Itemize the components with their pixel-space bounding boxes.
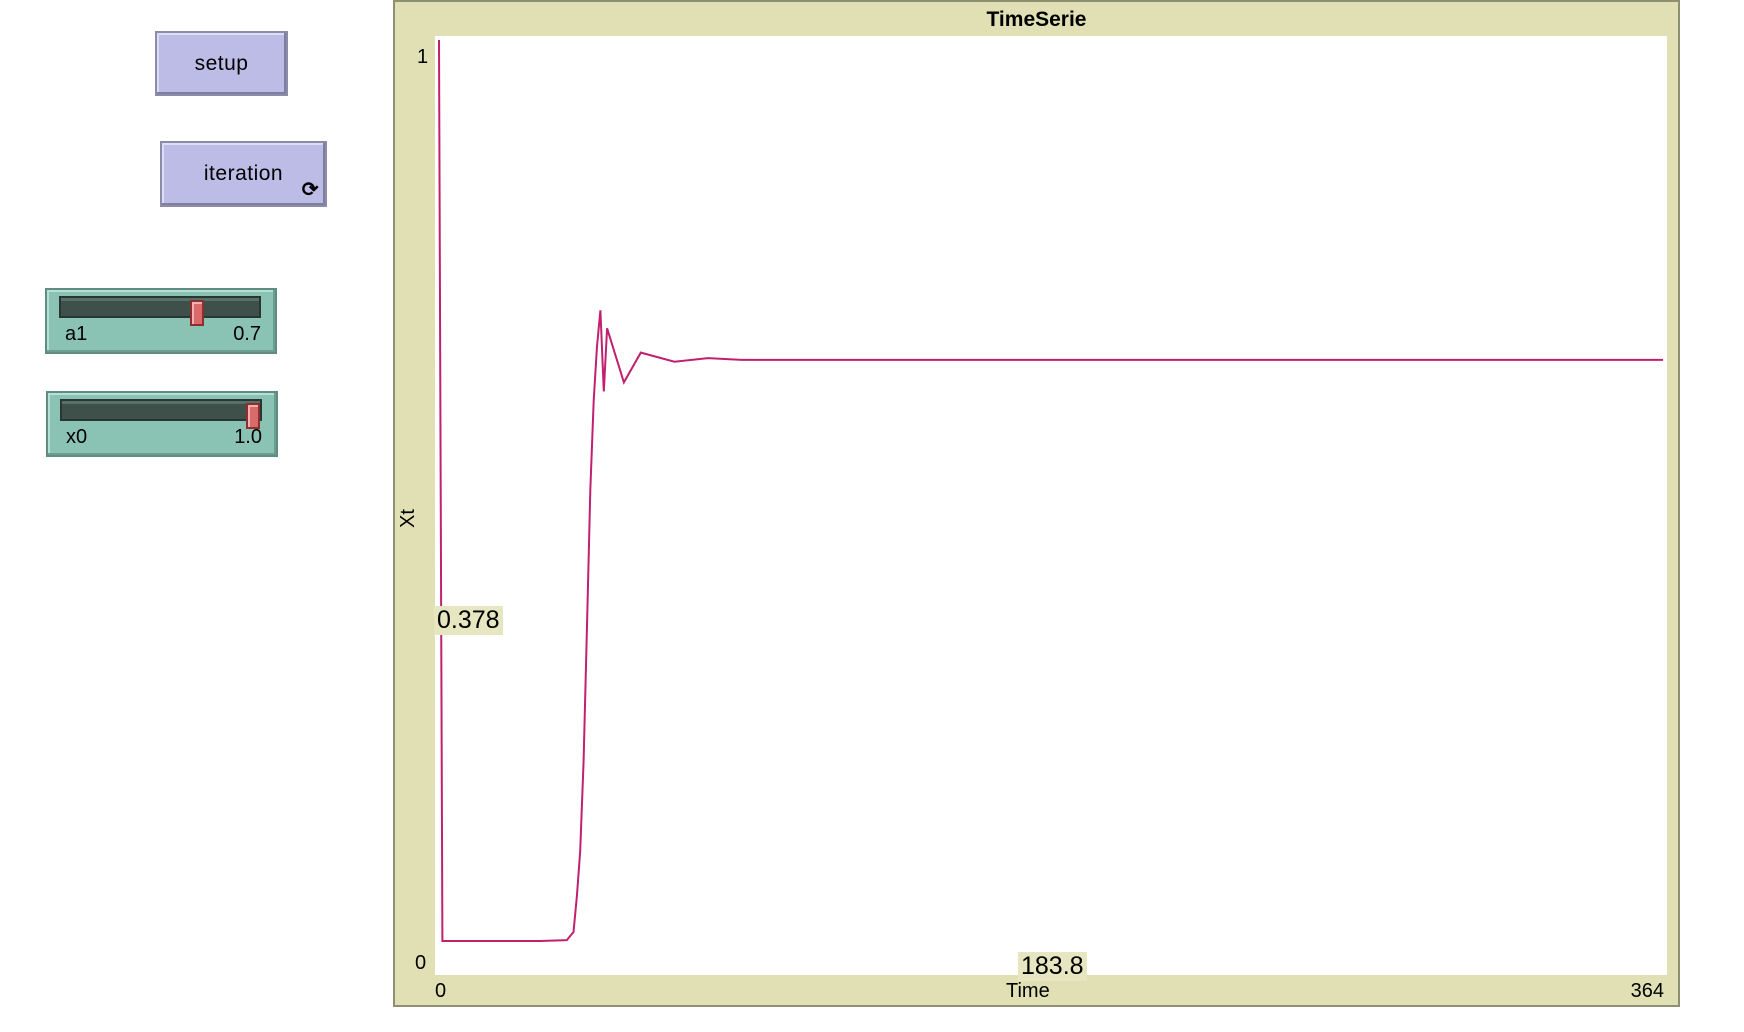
setup-button[interactable]: setup <box>155 31 288 96</box>
slider-x0-value: 1.0 <box>234 426 262 449</box>
x-axis-min: 0 <box>435 980 446 1003</box>
y-readout: 0.378 <box>434 606 503 635</box>
forever-icon: ⟳ <box>302 180 319 200</box>
slider-x0[interactable]: x0 1.0 <box>46 391 278 457</box>
x-axis-label: Time <box>1006 980 1050 1003</box>
setup-button-label: setup <box>195 52 249 76</box>
timeserie-plot: TimeSerie 1 0 Xt 0 364 Time 0.378 183.8 <box>393 0 1680 1007</box>
slider-x0-name: x0 <box>66 426 87 449</box>
slider-a1-name: a1 <box>65 323 87 346</box>
slider-a1[interactable]: a1 0.7 <box>45 288 277 354</box>
series-line-0 <box>439 40 1663 941</box>
slider-a1-value: 0.7 <box>233 323 261 346</box>
y-axis-min: 0 <box>415 952 426 975</box>
x-readout: 183.8 <box>1018 952 1087 981</box>
slider-x0-track[interactable] <box>60 399 262 421</box>
slider-a1-track[interactable] <box>59 296 261 318</box>
iteration-button-label: iteration <box>204 162 283 186</box>
plot-canvas <box>435 36 1667 975</box>
y-axis-max: 1 <box>417 46 428 69</box>
iteration-button[interactable]: iteration ⟳ <box>160 141 327 207</box>
slider-a1-handle[interactable] <box>190 300 204 326</box>
plot-title: TimeSerie <box>395 8 1678 32</box>
y-axis-label: Xt <box>397 509 420 528</box>
x-axis-max: 364 <box>1631 980 1664 1003</box>
